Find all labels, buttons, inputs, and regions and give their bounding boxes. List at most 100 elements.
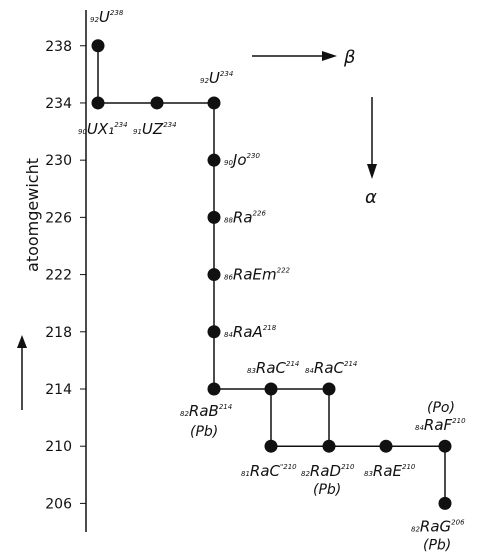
- nuclide: [322, 439, 336, 453]
- atomic-number: 92: [200, 77, 209, 85]
- mass-number: 238: [110, 9, 124, 17]
- nuclide: [438, 439, 452, 453]
- symbol: U: [209, 69, 220, 87]
- symbol: RaA: [233, 323, 263, 341]
- symbol: UX₁: [87, 120, 114, 138]
- alpha-arrow-head: [367, 164, 377, 179]
- symbol: Jo: [230, 151, 247, 169]
- atomic-number: 82: [411, 525, 420, 533]
- atomic-number: 88: [224, 216, 233, 224]
- atomic-number: 92: [90, 16, 99, 24]
- nuclide-label: 82RaD210: [301, 462, 355, 480]
- symbol: RaEm: [233, 266, 277, 284]
- nuclide: [264, 439, 278, 453]
- mass-number: 226: [253, 209, 267, 217]
- symbol: Ra: [233, 208, 253, 226]
- mass-number: 234: [114, 121, 127, 129]
- legend-label: α: [365, 187, 377, 208]
- symbol: RaD: [310, 462, 341, 480]
- mass-number: 222: [277, 267, 291, 275]
- nuclide-label: 82RaB214: [180, 402, 232, 420]
- symbol: RaE: [373, 462, 403, 480]
- nuclide-label: 83RaC214: [247, 359, 299, 377]
- symbol: UZ: [142, 120, 164, 138]
- mass-number: 214: [286, 360, 299, 368]
- nuclide-label: 88Ra226: [224, 208, 266, 226]
- atomic-number: 84: [415, 424, 424, 432]
- symbol: RaC: [314, 359, 345, 377]
- atomic-number: 84: [224, 331, 233, 339]
- mass-number: 214: [344, 360, 357, 368]
- y-tick-label: 218: [45, 325, 72, 341]
- atomic-number: 90: [78, 128, 87, 136]
- element-label: (Pb): [313, 482, 341, 498]
- y-tick-label: 210: [45, 439, 72, 455]
- nuclide: [207, 325, 221, 339]
- y-tick-label: 214: [45, 382, 72, 398]
- y-tick-label: 222: [45, 268, 72, 284]
- nuclide: [322, 382, 336, 396]
- mass-number: 218: [263, 324, 277, 332]
- nuclide-label: 92U238: [90, 8, 124, 26]
- nuclide: [207, 153, 221, 167]
- symbol: RaC: [256, 359, 287, 377]
- nuclide-label: 90UX₁234: [78, 120, 128, 138]
- atomic-number: 90: [224, 159, 233, 167]
- atomic-number: 82: [301, 470, 310, 478]
- nuclide: [207, 382, 221, 396]
- mass-number: 234: [220, 70, 233, 78]
- y-tick-label: 238: [45, 39, 72, 55]
- y-tick-label: 226: [45, 210, 72, 226]
- atomic-number: 91: [133, 128, 142, 136]
- nuclide-label: 82RaG206: [411, 517, 465, 535]
- atomic-number: 86: [224, 274, 233, 282]
- nuclide: [207, 210, 221, 224]
- y-axis-label: atoomgewicht: [23, 158, 42, 272]
- mass-number: 230: [247, 152, 261, 160]
- element-label: (Pb): [423, 537, 451, 553]
- nuclide: [264, 382, 278, 396]
- y-tick-label: 230: [45, 153, 72, 169]
- atomic-number: 83: [247, 367, 256, 375]
- nuclide-label: 84RaF210: [415, 416, 466, 434]
- nuclide-label: 92U234: [200, 69, 233, 87]
- nuclide: [379, 439, 393, 453]
- mass-number: 210: [402, 463, 416, 471]
- symbol: RaC: [250, 462, 281, 480]
- nuclide: [207, 96, 221, 110]
- element-label: (Po): [427, 400, 455, 416]
- symbol: U: [99, 8, 110, 26]
- axis-arrow-head: [17, 335, 27, 348]
- nuclide-label: 84RaC214: [305, 359, 357, 377]
- nuclide: [91, 96, 105, 110]
- atomic-number: 81: [241, 470, 250, 478]
- nuclide-label: 83RaE210: [364, 462, 416, 480]
- mass-number: "210: [280, 463, 297, 471]
- nuclide: [150, 96, 164, 110]
- mass-number: 234: [163, 121, 176, 129]
- nuclide-label: 86RaEm222: [224, 266, 291, 284]
- atomic-number: 82: [180, 410, 189, 418]
- atomic-number: 83: [364, 470, 373, 478]
- nuclide-label: 81RaC"210: [241, 462, 297, 480]
- symbol: RaG: [420, 517, 451, 535]
- mass-number: 210: [341, 463, 355, 471]
- symbol: RaB: [189, 402, 219, 420]
- beta-arrow-head: [322, 51, 337, 61]
- atomic-number: 84: [305, 367, 314, 375]
- nuclide-label: 84RaA218: [224, 323, 277, 341]
- y-tick-label: 234: [45, 96, 72, 112]
- legend-label: β: [343, 47, 356, 68]
- mass-number: 206: [451, 518, 465, 526]
- mass-number: 214: [219, 403, 232, 411]
- nuclide: [91, 39, 105, 53]
- element-label: (Pb): [190, 424, 218, 440]
- nuclide-label: 90Jo230: [224, 151, 260, 169]
- nuclide: [438, 496, 452, 510]
- y-tick-label: 206: [45, 496, 72, 512]
- nuclide: [207, 268, 221, 282]
- nuclide-label: 91UZ234: [133, 120, 177, 138]
- mass-number: 210: [452, 417, 466, 425]
- symbol: RaF: [424, 416, 453, 434]
